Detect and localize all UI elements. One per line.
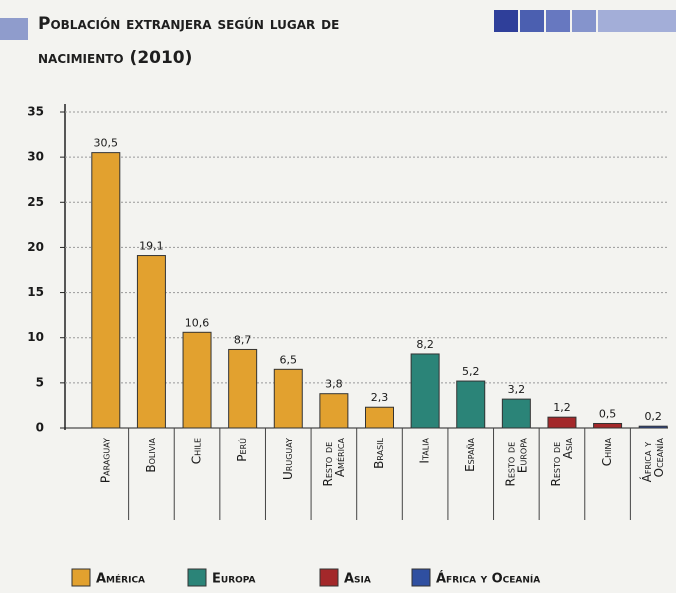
title-decoration (0, 18, 28, 40)
x-tick-label: Brasil (372, 437, 386, 468)
x-tick-group: África y Oceanía (639, 437, 666, 482)
x-tick-group: Uruguay (281, 438, 295, 480)
legend-label: América (96, 572, 145, 587)
x-tick-group: Resto de América (320, 437, 346, 486)
value-label: 19,1 (139, 240, 164, 253)
legend-swatch (71, 568, 91, 587)
value-label: 30,5 (94, 137, 119, 150)
value-label: 5,2 (462, 365, 480, 378)
value-label: 3,2 (508, 383, 526, 396)
x-tick-group: Resto de Asia (548, 437, 574, 486)
value-label: 2,3 (371, 391, 389, 404)
legend-label: Europa (212, 572, 256, 587)
y-tick-label: 5 (36, 375, 44, 389)
value-label: 8,2 (416, 338, 434, 351)
x-tick-group: China (600, 437, 614, 466)
x-tick-group: Resto de Europa (503, 437, 529, 486)
bar (365, 406, 394, 429)
legend-swatch (411, 568, 431, 587)
x-tick-label: España (463, 437, 477, 471)
bar (501, 398, 531, 429)
x-tick-label: Uruguay (281, 438, 295, 480)
y-tick-label: 30 (27, 150, 44, 164)
header-decoration (494, 10, 676, 32)
value-label: 0,2 (644, 410, 662, 423)
y-tick-label: 10 (27, 330, 44, 344)
x-tick-label: Chile (190, 438, 204, 464)
x-tick-label: China (600, 437, 614, 466)
x-tick-label: Italia (418, 437, 432, 463)
x-tick-group: Bolivia (144, 437, 158, 472)
x-tick-group: Chile (190, 438, 204, 464)
bar (273, 368, 303, 429)
x-tick-label: Paraguay (98, 438, 112, 483)
x-tick-label: África y Oceanía (639, 437, 666, 482)
y-tick-label: 20 (27, 240, 44, 254)
value-label: 0,5 (599, 407, 617, 420)
chart-title: Población extranjera según lugar de naci… (38, 14, 345, 68)
y-tick-label: 25 (27, 195, 44, 209)
legend-label: África y Oceanía (436, 571, 540, 587)
x-tick-group: Paraguay (98, 438, 112, 483)
x-tick-label: Resto de Asia (548, 437, 574, 486)
legend-swatch (187, 568, 207, 587)
legend-swatch (319, 568, 339, 587)
bar (228, 348, 258, 429)
y-tick-label: 0 (36, 421, 44, 435)
x-tick-label: Resto de Europa (503, 437, 529, 486)
bar (593, 422, 623, 429)
value-label: 10,6 (185, 316, 210, 329)
y-tick-label: 35 (27, 105, 44, 119)
legend-label: Asia (344, 572, 371, 587)
value-label: 8,7 (234, 333, 252, 346)
bar (456, 380, 486, 429)
x-tick-group: Italia (418, 437, 432, 463)
bar (547, 416, 577, 429)
value-label: 3,8 (325, 378, 343, 391)
x-tick-group: Perú (235, 438, 249, 462)
y-tick-label: 15 (27, 285, 44, 299)
x-tick-label: Perú (235, 438, 249, 462)
value-label: 6,5 (280, 353, 298, 366)
bar (136, 255, 166, 429)
x-tick-group: España (463, 437, 477, 471)
bar (638, 425, 668, 429)
bar (91, 152, 121, 429)
bar (410, 353, 440, 429)
bar (182, 331, 212, 429)
x-tick-group: Brasil (372, 437, 386, 468)
bar (319, 393, 349, 429)
x-tick-label: Bolivia (144, 437, 158, 472)
x-tick-label: Resto de América (320, 437, 346, 486)
value-label: 1,2 (553, 401, 571, 414)
